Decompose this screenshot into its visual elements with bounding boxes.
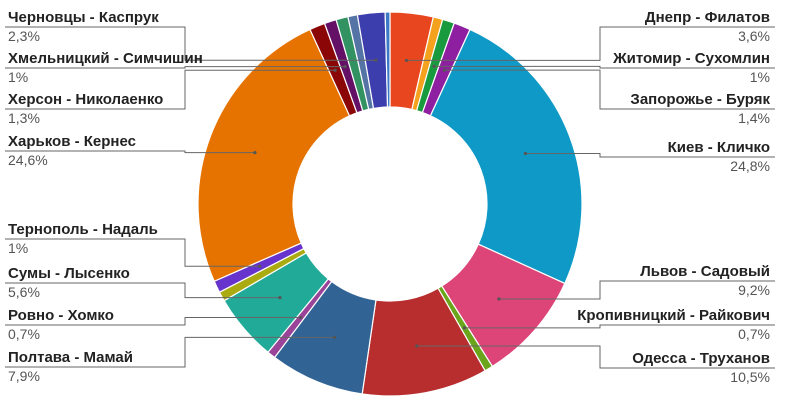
slice-value-label: 3,6% xyxy=(738,28,770,44)
slice-value-label: 7,9% xyxy=(8,368,40,384)
slice-value-label: 2,3% xyxy=(8,28,40,44)
slice-label: Полтава - Мамай xyxy=(8,349,133,366)
slice-value-label: 1,4% xyxy=(738,110,770,126)
leader-line xyxy=(5,317,301,326)
slice-value-label: 1% xyxy=(750,69,770,85)
leader-line xyxy=(5,26,376,61)
slice-value-label: 1% xyxy=(8,240,28,256)
slice-value-label: 1% xyxy=(8,69,28,85)
slice-label: Ровно - Хомко xyxy=(8,307,114,324)
leader-line xyxy=(444,69,775,110)
leader-dot xyxy=(343,65,347,69)
slice-label: Одесса - Труханов xyxy=(632,350,770,367)
leader-line xyxy=(5,150,255,154)
slice-label: Херсон - Николаенко xyxy=(8,91,163,108)
leader-dot xyxy=(523,151,527,156)
leader-lines xyxy=(5,26,775,369)
slice-value-label: 10,5% xyxy=(730,369,770,385)
slice-label: Запорожье - Буряк xyxy=(630,91,770,108)
leader-line xyxy=(434,65,775,69)
leader-line xyxy=(5,282,280,299)
leader-dot xyxy=(333,68,337,72)
leader-line xyxy=(498,280,775,300)
leader-dot xyxy=(332,335,336,339)
leader-dot xyxy=(442,68,446,72)
slice-value-label: 24,6% xyxy=(8,152,48,168)
leader-dot xyxy=(432,64,436,68)
slice-label: Днепр - Филатов xyxy=(645,9,770,26)
slice-label: Сумы - Лысенко xyxy=(8,265,130,282)
leader-line xyxy=(525,152,775,158)
slice-харьков-кернес xyxy=(197,28,351,283)
donut-slices xyxy=(197,11,583,397)
leader-line xyxy=(464,324,775,329)
slice-label: Черновцы - Каспрук xyxy=(8,9,159,26)
slice-value-label: 5,6% xyxy=(8,284,40,300)
leader-line xyxy=(5,69,336,110)
slice-label: Киев - Кличко xyxy=(668,139,770,156)
slice-label: Львов - Садовый xyxy=(640,263,770,280)
leader-dot xyxy=(415,344,419,348)
leader-line xyxy=(416,345,775,369)
leader-line xyxy=(5,238,260,267)
slice-value-label: 1,3% xyxy=(8,110,40,126)
leader-dot xyxy=(462,326,466,330)
leader-dot xyxy=(404,58,409,63)
leader-dot xyxy=(497,297,501,301)
slice-label: Харьков - Кернес xyxy=(8,133,136,150)
leader-line xyxy=(406,26,775,61)
leader-dot xyxy=(258,264,262,268)
slice-value-label: 0,7% xyxy=(8,326,40,342)
leader-dot xyxy=(278,296,282,300)
slice-киев-кличко xyxy=(429,28,583,285)
leader-line xyxy=(5,336,335,368)
leader-dot xyxy=(253,151,257,155)
leader-line xyxy=(5,66,346,69)
slice-label: Тернополь - Надаль xyxy=(8,221,158,238)
slice-value-label: 24,8% xyxy=(730,158,770,174)
slice-slice-19 xyxy=(384,11,391,108)
slice-label: Хмельницкий - Симчишин xyxy=(8,50,203,67)
leader-dot xyxy=(299,315,303,320)
slice-label: Кропивницкий - Райкович xyxy=(577,307,770,324)
leader-dot xyxy=(374,58,378,62)
slice-labels: Днепр - Филатов 3,6% Житомир - Сухомлин 1% З… xyxy=(8,9,770,385)
slice-label: Житомир - Сухомлин xyxy=(612,50,770,67)
slice-value-label: 9,2% xyxy=(738,282,770,298)
slice-value-label: 0,7% xyxy=(738,326,770,342)
